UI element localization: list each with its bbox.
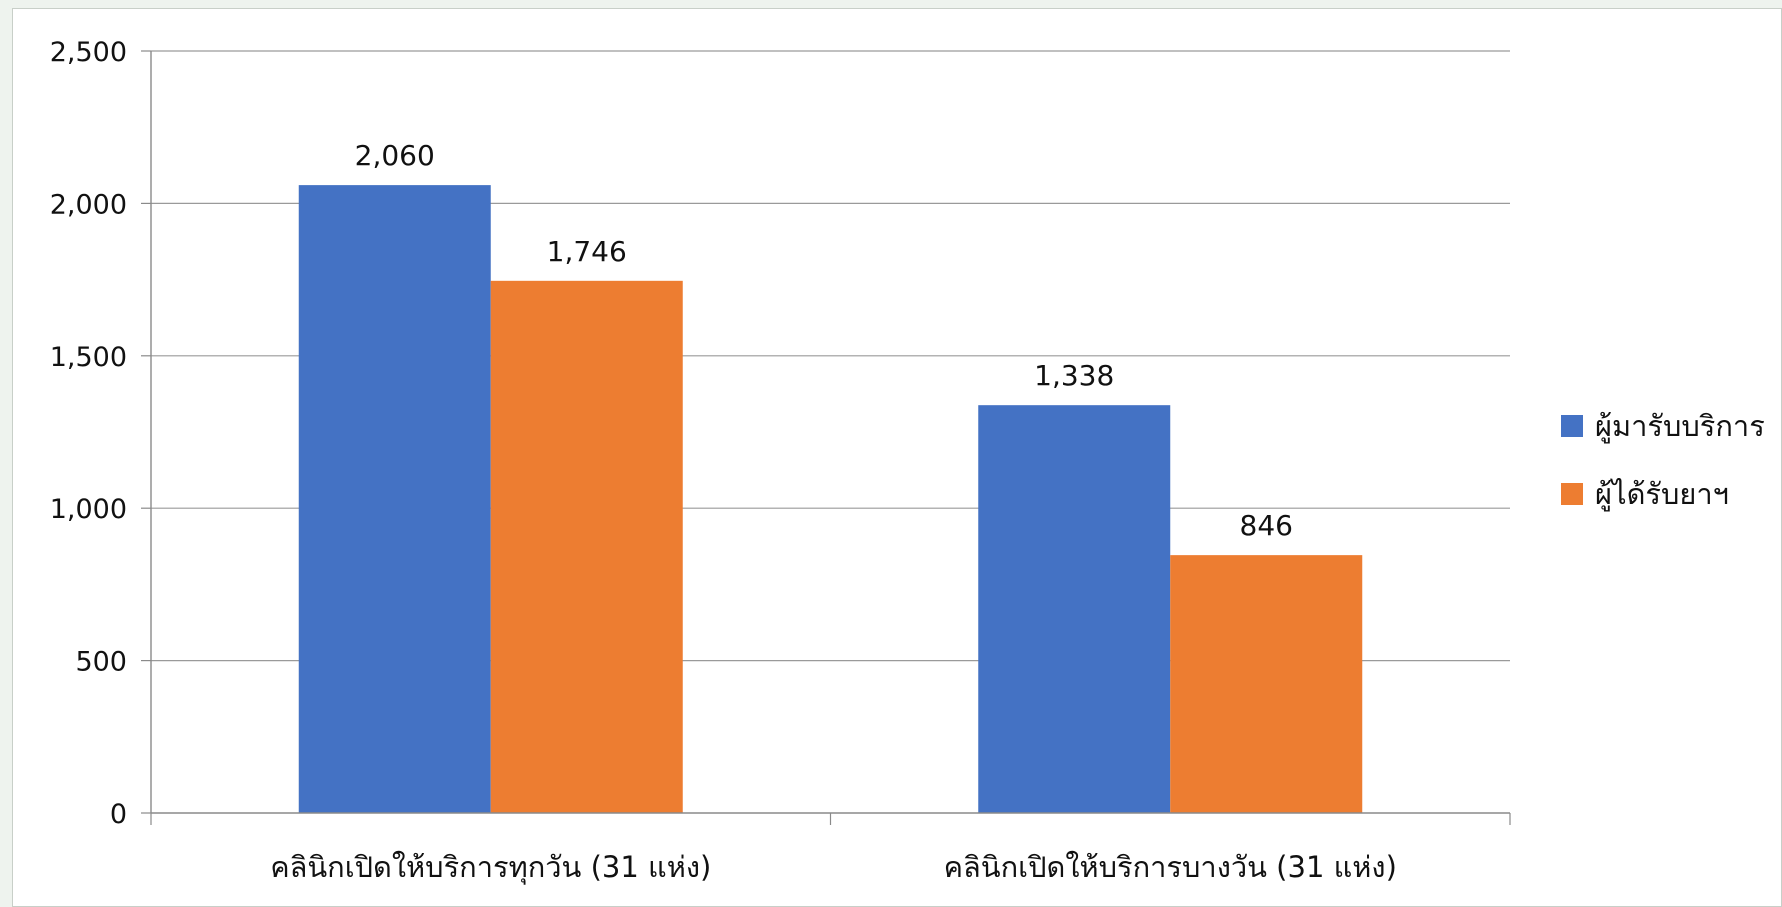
bars [298,185,1363,813]
y-tick-label: 1,000 [50,494,127,525]
data-label: 1,338 [1034,359,1114,392]
x-category-label: คลินิกเปิดให้บริการทุกวัน (31 แห่ง) [270,850,711,885]
legend-swatch [1561,415,1583,437]
bar-chart: 0 500 1,000 1,500 2,000 2,500 2,060 1,746 คลินิก… [50,37,1765,885]
bar [1170,555,1363,813]
data-label: 1,746 [547,235,627,268]
data-label: 2,060 [355,139,435,172]
labels: 0 500 1,000 1,500 2,000 2,500 2,060 1,746 คลินิก… [50,37,1397,885]
bar [490,280,683,813]
y-tick-label: 0 [110,799,127,830]
y-tick-label: 500 [75,647,127,678]
x-category-label: คลินิกเปิดให้บริการบางวัน (31 แห่ง) [944,850,1397,884]
data-label: 846 [1240,509,1293,542]
bar [298,185,491,813]
y-tick-label: 2,000 [50,189,127,220]
bar [978,405,1171,813]
legend-label: ผู้ได้รับยาฯ [1595,477,1729,512]
axes [141,50,1511,825]
legend-swatch [1561,483,1583,505]
y-tick-label: 2,500 [50,37,127,68]
y-tick-label: 1,500 [50,342,127,373]
legend-label: ผู้มารับบริการ [1595,409,1765,444]
chart-frame: 0 500 1,000 1,500 2,000 2,500 2,060 1,746 คลินิก… [12,8,1782,907]
